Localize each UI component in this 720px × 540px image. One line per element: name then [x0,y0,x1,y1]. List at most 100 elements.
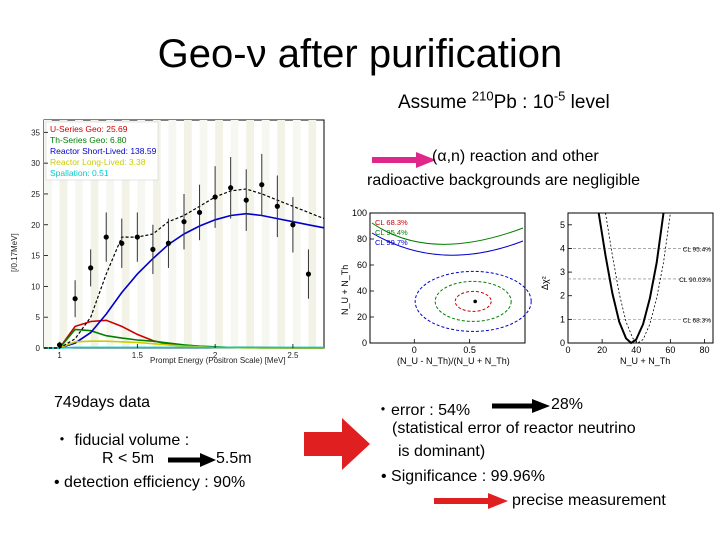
legend: CL 68.3%CL 95.4%CL 99.7% [375,218,408,247]
x-tick-label: 0 [565,345,570,355]
y-tick-label: 10 [31,282,40,291]
data-point [228,185,234,191]
data-points [56,153,312,348]
x-tick-label: 0 [412,345,417,355]
y-tick-label: 0 [36,344,41,353]
red-arrow-precise [434,493,508,509]
cl-label: CL 68.3% [683,317,712,324]
y-tick-label: 0 [362,338,367,348]
x-ticks: 0 20 40 60 80 [565,339,709,355]
radius-from: R < 5m [102,450,155,467]
y-axis-label: [/0.17MeV] [10,233,19,272]
data-point [181,219,187,225]
y-tick-label: 0 [560,338,565,348]
stat-line-1: (statistical error of reactor neutrino [392,420,636,437]
analysis-band [152,120,161,348]
analysis-band [215,120,223,348]
plot-frame [369,212,526,344]
data-point [119,240,125,246]
precise-text: precise measurement [512,492,666,509]
y-tick-label: 4 [560,243,565,253]
data-point [196,209,203,216]
analysis-band [246,120,254,348]
x-ticks: 1 1.5 2 2.5 [57,344,299,360]
chi2-curve [597,212,671,345]
confidence-contours [371,222,532,332]
y-tick-label: 2 [560,291,565,301]
data-point [134,234,140,240]
x-axis-label: N_U + N_Th [620,356,670,366]
chi2-alt-line [605,212,671,344]
analysis-band [106,120,114,348]
cl-label: CL 95.4% [683,246,712,253]
analysis-band [137,120,146,348]
radius-to: 5.5m [216,450,252,467]
analysis-band [44,120,52,348]
legend-entry: CL 99.7% [375,238,408,247]
stat-line-2: is dominant) [398,443,486,460]
data-point [243,197,249,203]
data-point [212,194,218,200]
legend-entry: Spallation: 0.51 [50,168,109,178]
analysis-band [90,120,99,348]
cl-lines: CL 95.4% CL 90.03% CL 68.3% [568,246,713,324]
significance-text: • Significance : 99.96% [381,468,545,485]
analysis-band [59,120,68,348]
y-tick-label: 15 [31,252,40,261]
chi2-line [597,212,665,345]
plot-frame [567,212,714,344]
legend-entry: CL 95.4% [375,228,408,237]
x-tick-label: 60 [665,345,675,355]
legend-entry: Reactor Long-Lived: 3.38 [50,157,146,167]
data-point [165,240,172,246]
data-point [150,246,156,253]
x-tick-label: 1 [57,351,62,360]
y-tick-label: 35 [31,128,40,137]
x-tick-label: 0.5 [463,345,476,355]
red-arrow-main [304,418,370,470]
x-tick-label: 40 [631,345,641,355]
legend-entry: Reactor Short-Lived: 138.59 [50,146,157,156]
x-axis-label: (N_U - N_Th)/(N_U + N_Th) [397,356,510,366]
negligible-line-2: radioactive backgrounds are negligible [367,172,641,189]
y-axis-label: Δχ² [540,276,550,290]
analysis-band [308,120,317,348]
y-ticks: 0 1 2 3 4 5 [560,220,572,348]
y-tick-label: 5 [36,313,41,322]
y-tick-label: 40 [357,286,367,296]
fiducial-text: ・ fiducial volume : [54,432,190,449]
x-tick-label: 2.5 [287,351,299,360]
analysis-band [230,120,239,348]
series-line [44,346,324,349]
x-tick-label: 2 [213,351,218,360]
physical-bound [371,222,524,245]
black-arrow-radius [168,453,216,467]
x-axis-label: Prompt Energy (Positron Scale) [MeV] [150,356,286,365]
contour [434,280,512,322]
physical-bound [371,232,524,256]
y-tick-label: 20 [31,221,40,230]
error-to: 28% [551,396,584,413]
x-tick-label: 1.5 [132,351,144,360]
assumption-text: Assume 210Pb : 10-5 level [398,88,610,113]
analysis-band [121,120,130,348]
data-point [88,265,94,271]
analysis-bands [44,120,317,348]
analysis-band [184,120,192,348]
x-tick-label: 80 [699,345,709,355]
y-tick-label: 25 [31,190,40,199]
cl-label: CL 90.03% [679,277,711,284]
x-tick-label: 20 [597,345,607,355]
efficiency-text: • detection efficiency : 90% [54,474,246,491]
y-ticks: 0 5 10 15 20 25 30 35 [31,128,48,353]
y-tick-label: 30 [31,159,40,168]
y-tick-label: 100 [352,208,367,218]
y-tick-label: 3 [560,267,565,277]
delta-chi2-chart: CL 95.4% CL 90.03% CL 68.3% 0 1 2 3 4 5 0 20 40 60… [540,212,714,366]
data-point [259,182,265,188]
y-tick-label: 20 [357,312,367,322]
y-tick-label: 80 [357,234,367,244]
y-tick-label: 1 [560,314,565,324]
